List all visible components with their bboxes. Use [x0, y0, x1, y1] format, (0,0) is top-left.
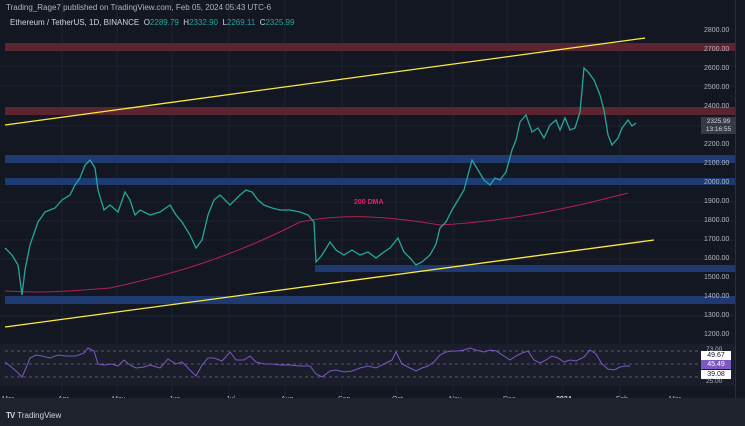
y-tick: 1400.00	[704, 293, 730, 300]
resistance-zone-2400	[5, 107, 735, 115]
rsi-levels	[5, 350, 700, 378]
support-zone-1380	[5, 296, 735, 304]
lower-trendline	[4, 239, 655, 328]
last-price-tag: 2325.99 13:16:55	[701, 117, 736, 134]
y-tick: 2600.00	[704, 65, 730, 72]
open-value: 2289.79	[149, 18, 179, 27]
y-tick: 2800.00	[704, 27, 730, 34]
y-tick: 2700.00	[704, 46, 730, 53]
upper-trendline	[4, 37, 646, 126]
y-tick: 1900.00	[704, 198, 730, 205]
rsi-upper-level: 73.00	[706, 346, 723, 353]
y-tick: 1700.00	[704, 236, 730, 243]
candles	[4, 66, 637, 296]
y-tick: 2000.00	[704, 179, 730, 186]
rsi-value-tag: 49.67	[701, 351, 731, 360]
y-tick: 1600.00	[704, 255, 730, 262]
resistance-zone-2700	[5, 43, 735, 51]
dma-200-line	[4, 192, 629, 293]
bar-countdown: 13:16:55	[705, 126, 732, 133]
grid	[0, 0, 735, 398]
high-value: 2332.90	[189, 18, 218, 27]
rsi-value-tag: 39.08	[701, 370, 731, 379]
y-tick: 1300.00	[704, 312, 730, 319]
rsi-current-tag: 45.49	[701, 360, 731, 369]
published-info: Trading_Rage7 published on TradingView.c…	[6, 3, 272, 12]
y-tick: 2400.00	[704, 103, 730, 110]
low-value: 2269.11	[226, 18, 256, 27]
support-zone-2130	[5, 155, 735, 163]
rsi-lower-level: 25.00	[706, 378, 723, 385]
y-tick: 2500.00	[704, 84, 730, 91]
y-tick: 2200.00	[704, 141, 730, 148]
tv-logo-icon: TV	[6, 411, 15, 420]
price-axis-border	[735, 0, 736, 398]
y-tick: 1200.00	[704, 331, 730, 338]
y-tick: 1800.00	[704, 217, 730, 224]
symbol-name: Ethereum / TetherUS, 1D, BINANCE	[10, 18, 140, 27]
rsi-line	[4, 347, 630, 378]
support-zone-2000	[5, 178, 735, 185]
tradingview-logo[interactable]: TV TradingView	[6, 411, 62, 420]
support-zone-1530	[315, 265, 735, 272]
rsi-pane	[0, 344, 735, 386]
close-value: 2325.99	[265, 18, 295, 27]
dma-label: 200 DMA	[354, 199, 384, 206]
y-tick: 1500.00	[704, 274, 730, 281]
y-tick: 2100.00	[704, 160, 730, 167]
symbol-legend: Ethereum / TetherUS, 1D, BINANCE O2289.7…	[10, 18, 295, 27]
footer-bar	[0, 398, 745, 426]
